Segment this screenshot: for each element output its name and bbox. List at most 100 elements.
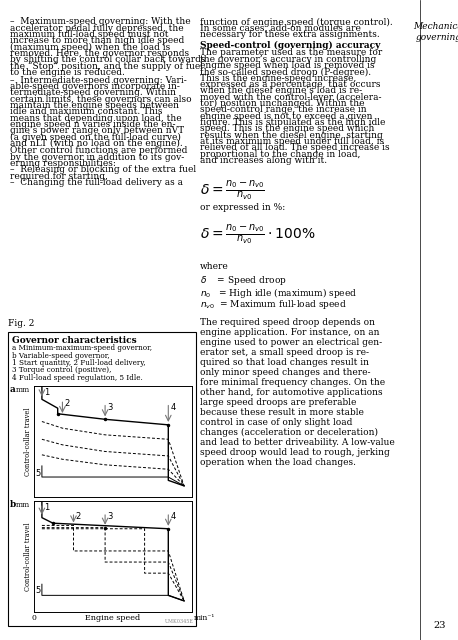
Text: tor) position unchanged. Within the: tor) position unchanged. Within the <box>200 99 365 108</box>
Text: engine used to power an electrical gen-: engine used to power an electrical gen- <box>200 338 382 347</box>
Text: erning responsibilities:: erning responsibilities: <box>10 159 116 168</box>
Text: Mechanical: Mechanical <box>413 22 458 31</box>
Text: The required speed droop depends on: The required speed droop depends on <box>200 318 375 327</box>
Text: or expressed in %:: or expressed in %: <box>200 203 285 212</box>
Text: the governor’s accuracy in controlling: the governor’s accuracy in controlling <box>200 55 376 64</box>
Text: mm: mm <box>16 386 30 394</box>
Text: function of engine speed (torque control).: function of engine speed (torque control… <box>200 17 393 27</box>
Text: 4: 4 <box>171 512 176 521</box>
Text: idle and maximum constant. This: idle and maximum constant. This <box>10 108 163 116</box>
Text: –  Changing the full-load delivery as a: – Changing the full-load delivery as a <box>10 178 183 187</box>
Text: changes (acceleration or deceleration): changes (acceleration or deceleration) <box>200 428 378 437</box>
Text: speed droop would lead to rough, jerking: speed droop would lead to rough, jerking <box>200 448 390 457</box>
Text: erator set, a small speed droop is re-: erator set, a small speed droop is re- <box>200 348 369 357</box>
Text: 2: 2 <box>76 512 81 521</box>
Text: 4: 4 <box>171 403 176 412</box>
Text: termediate-speed governing. Within: termediate-speed governing. Within <box>10 88 176 97</box>
Text: engine speed is not to exceed a given: engine speed is not to exceed a given <box>200 111 372 121</box>
Text: –  Intermediate-speed governing: Vari-: – Intermediate-speed governing: Vari- <box>10 76 187 84</box>
Text: figure. This is stipulated as the high idle: figure. This is stipulated as the high i… <box>200 118 385 127</box>
Text: engine speed when load is removed is: engine speed when load is removed is <box>200 61 375 70</box>
Text: accelerator pedal fully depressed, the: accelerator pedal fully depressed, the <box>10 24 184 33</box>
Text: by shifting the control collar back towards: by shifting the control collar back towa… <box>10 56 206 65</box>
Text: engine application. For instance, on an: engine application. For instance, on an <box>200 328 380 337</box>
Text: and nLT (with no load on the engine).: and nLT (with no load on the engine). <box>10 139 183 148</box>
Text: 3 Torque control (positive),: 3 Torque control (positive), <box>12 367 111 374</box>
Text: 0: 0 <box>32 614 37 622</box>
Text: to the engine is reduced.: to the engine is reduced. <box>10 68 125 77</box>
Text: speed-control range, the increase in: speed-control range, the increase in <box>200 106 366 115</box>
Text: quired so that load changes result in: quired so that load changes result in <box>200 358 369 367</box>
Text: increase to more than high idle speed: increase to more than high idle speed <box>10 36 184 45</box>
Text: $n_0$   = High idle (maximum) speed: $n_0$ = High idle (maximum) speed <box>200 286 357 300</box>
Text: This is the engine-speed increase,: This is the engine-speed increase, <box>200 74 356 83</box>
Text: moved with the control-lever (accelera-: moved with the control-lever (accelera- <box>200 93 382 102</box>
Text: $\delta = \frac{n_0 - n_{v0}}{n_{v0}} \cdot 100\%$: $\delta = \frac{n_0 - n_{v0}}{n_{v0}} \c… <box>200 222 316 246</box>
Text: the so-called speed droop (P-degree).: the so-called speed droop (P-degree). <box>200 67 371 77</box>
Text: Governor characteristics: Governor characteristics <box>12 336 136 345</box>
Text: mm: mm <box>16 501 30 509</box>
Text: 23: 23 <box>434 621 446 630</box>
Text: –  Maximum-speed governing: With the: – Maximum-speed governing: With the <box>10 17 191 26</box>
Text: (a given speed on the full-load curve): (a given speed on the full-load curve) <box>10 132 181 141</box>
Text: –  Releasing or blocking of the extra fuel: – Releasing or blocking of the extra fue… <box>10 165 196 174</box>
Text: expressed as a percentage, that occurs: expressed as a percentage, that occurs <box>200 80 381 89</box>
Text: speed. This is the engine speed which: speed. This is the engine speed which <box>200 124 374 133</box>
Text: fore minimal frequency changes. On the: fore minimal frequency changes. On the <box>200 378 385 387</box>
Text: 3: 3 <box>108 403 113 412</box>
Text: $n_{v0}$  = Maximum full-load speed: $n_{v0}$ = Maximum full-load speed <box>200 298 347 311</box>
Text: (maximum speed) when the load is: (maximum speed) when the load is <box>10 43 170 52</box>
Text: only minor speed changes and there-: only minor speed changes and there- <box>200 368 371 377</box>
Text: maximum full-load speed must not: maximum full-load speed must not <box>10 30 169 39</box>
Text: Fig. 2: Fig. 2 <box>8 319 34 328</box>
Text: $\delta$    = Speed droop: $\delta$ = Speed droop <box>200 274 287 287</box>
Text: a Minimum-maximum-speed governor,: a Minimum-maximum-speed governor, <box>12 344 152 352</box>
Bar <box>8 332 196 626</box>
Text: 5: 5 <box>36 469 41 478</box>
Text: when the diesel engine’s load is re-: when the diesel engine’s load is re- <box>200 86 362 95</box>
Text: removed. Here, the governor responds: removed. Here, the governor responds <box>10 49 189 58</box>
Text: relieved of all load. The speed increase is: relieved of all load. The speed increase… <box>200 143 390 152</box>
Text: engine speed n varies inside the en-: engine speed n varies inside the en- <box>10 120 175 129</box>
Text: because these result in more stable: because these result in more stable <box>200 408 364 417</box>
Text: required for starting,: required for starting, <box>10 172 108 180</box>
Text: operation when the load changes.: operation when the load changes. <box>200 458 356 467</box>
Text: UMK0345E: UMK0345E <box>165 619 194 624</box>
Text: b: b <box>10 500 16 509</box>
Text: Other control functions are performed: Other control functions are performed <box>10 147 187 156</box>
Text: maintain the engine speeds between: maintain the engine speeds between <box>10 101 179 110</box>
Text: means that depending upon load, the: means that depending upon load, the <box>10 113 182 122</box>
Text: 3: 3 <box>108 512 113 521</box>
Text: 1 Start quantity, 2 Full-load delivery,: 1 Start quantity, 2 Full-load delivery, <box>12 359 146 367</box>
Text: Engine speed: Engine speed <box>86 614 141 622</box>
Text: b Variable-speed governor,: b Variable-speed governor, <box>12 351 109 360</box>
Text: a: a <box>10 385 16 394</box>
Text: large speed droops are preferable: large speed droops are preferable <box>200 398 356 407</box>
Text: Control-collar travel: Control-collar travel <box>24 407 32 476</box>
Text: The parameter used as the measure for: The parameter used as the measure for <box>200 49 382 58</box>
Text: results when the diesel engine, starting: results when the diesel engine, starting <box>200 131 383 140</box>
Text: and increases along with it.: and increases along with it. <box>200 156 327 165</box>
Text: Speed-control (governing) accuracy: Speed-control (governing) accuracy <box>200 41 381 50</box>
Text: 4 Full-load speed regulation, 5 Idle.: 4 Full-load speed regulation, 5 Idle. <box>12 374 143 382</box>
Text: necessary for these extra assignments.: necessary for these extra assignments. <box>200 30 380 39</box>
Text: $\delta = \frac{n_0 - n_{v0}}{n_{v0}}$: $\delta = \frac{n_0 - n_{v0}}{n_{v0}}$ <box>200 178 265 202</box>
Text: In some cases, add-on modules are: In some cases, add-on modules are <box>200 24 361 33</box>
Text: control in case of only slight load: control in case of only slight load <box>200 418 352 427</box>
Text: 1: 1 <box>44 503 49 512</box>
Text: Control-collar travel: Control-collar travel <box>24 522 32 591</box>
Text: 1: 1 <box>44 388 49 397</box>
Text: at its maximum speed under full load, is: at its maximum speed under full load, is <box>200 137 384 146</box>
Text: by the governor in addition to its gov-: by the governor in addition to its gov- <box>10 153 184 162</box>
Text: able-speed governors incorporate in-: able-speed governors incorporate in- <box>10 82 180 91</box>
Text: the “Stop” position, and the supply of fuel: the “Stop” position, and the supply of f… <box>10 61 203 71</box>
Text: governing: governing <box>416 33 458 42</box>
Text: gine’s power range only between nVT: gine’s power range only between nVT <box>10 126 184 135</box>
Text: min⁻¹: min⁻¹ <box>194 614 215 622</box>
Text: 5: 5 <box>36 586 41 595</box>
Text: where: where <box>200 262 229 271</box>
Text: certain limits, these governors can also: certain limits, these governors can also <box>10 95 191 104</box>
Text: 2: 2 <box>65 399 70 408</box>
Text: and lead to better driveability. A low-value: and lead to better driveability. A low-v… <box>200 438 395 447</box>
Text: other hand, for automotive applications: other hand, for automotive applications <box>200 388 382 397</box>
